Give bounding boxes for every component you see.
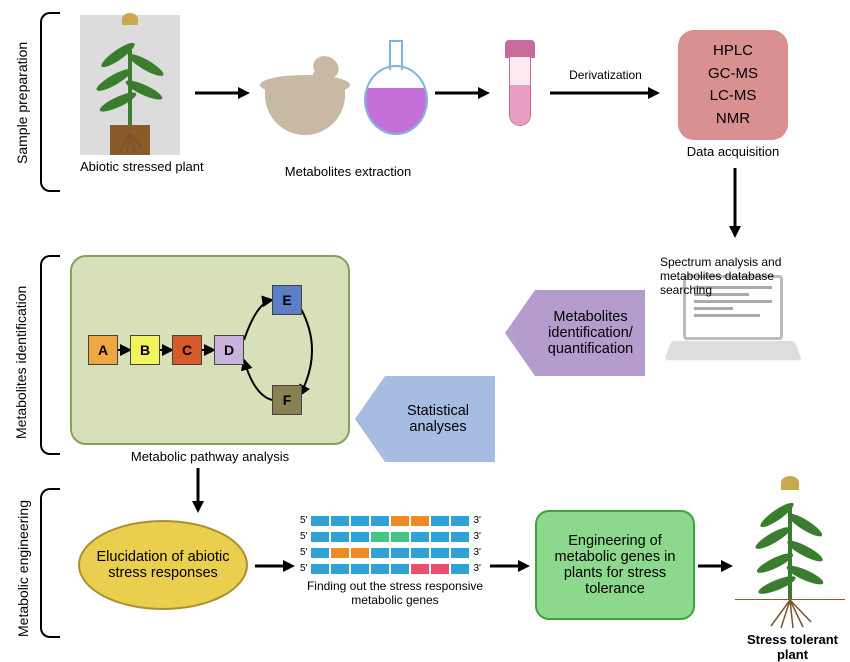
elucidation-ellipse: Elucidation of abiotic stress responses (78, 520, 248, 610)
strands-caption: Finding out the stress responsive metabo… (300, 579, 490, 607)
method-hplc: HPLC (713, 40, 753, 63)
pathway-box: ABCDE F (70, 255, 350, 445)
pathway-caption: Metabolic pathway analysis (70, 449, 350, 464)
pent-stats-label: Statistical analyses (355, 403, 505, 435)
analysis-stage: HPLC GC-MS LC-MS NMR Data acquisition (678, 30, 788, 159)
data-acq-caption: Data acquisition (678, 144, 788, 159)
bracket-r3 (40, 488, 60, 638)
pathway-node-B: B (130, 335, 160, 365)
engineering-box: Engineering of metabolic genes in plants… (535, 510, 695, 620)
pent-identify-label: Metabolites identification/ quantificati… (505, 309, 660, 357)
bracket-r1 (40, 12, 60, 192)
plant-caption: Abiotic stressed plant (80, 159, 204, 174)
pathway-node-C: C (172, 335, 202, 365)
method-nmr: NMR (716, 108, 750, 131)
row-label-metab-eng: Metabolic engineering (15, 487, 31, 637)
pathway-node-A: A (88, 335, 118, 365)
arrow-icon (190, 468, 206, 516)
analysis-methods-box: HPLC GC-MS LC-MS NMR (678, 30, 788, 140)
tube-icon (505, 40, 535, 140)
plant-stage: Abiotic stressed plant (80, 15, 204, 174)
method-gcms: GC-MS (708, 63, 758, 86)
laptop-caption: Spectrum analysis and metabolites databa… (660, 255, 810, 297)
pent-stats: Statistical analyses (355, 376, 505, 462)
arrow-icon (490, 558, 530, 577)
engbox-stage: Engineering of metabolic genes in plants… (535, 510, 695, 620)
gene-strand: 5'3' (300, 547, 490, 558)
gene-strand: 5'3' (300, 563, 490, 574)
pathway-node-E: E (272, 285, 302, 315)
strands-stage: 5'3' 5'3' 5'3' 5'3' Finding out the stress … (300, 510, 490, 607)
method-lcms: LC-MS (710, 85, 757, 108)
gene-strand: 5'3' (300, 531, 490, 542)
arrow-icon (255, 558, 295, 577)
tube-stage (505, 40, 535, 140)
result-caption: Stress tolerant plant (735, 632, 850, 662)
flask-icon (361, 40, 431, 135)
stressed-plant-icon (80, 15, 180, 155)
tolerant-plant-icon (735, 478, 845, 628)
engbox-label: Engineering of metabolic genes in plants… (545, 533, 685, 597)
row-label-metab-id: Metabolites identification (13, 269, 29, 439)
pathway-stage: ABCDE F Metabolic pathway analysis (70, 255, 350, 464)
arrow-icon (435, 85, 490, 104)
arrow-icon (727, 168, 743, 241)
pathway-node-F: F (272, 385, 302, 415)
pathway-node-D: D (214, 335, 244, 365)
ellipse-stage: Elucidation of abiotic stress responses (78, 520, 248, 610)
arrow-icon (550, 85, 660, 104)
ellipse-label: Elucidation of abiotic stress responses (86, 549, 240, 581)
gene-strands: 5'3' 5'3' 5'3' 5'3' (300, 515, 490, 574)
arrow-icon (195, 85, 250, 104)
arrow-icon (698, 558, 733, 577)
derivatization-label: Derivatization (558, 68, 653, 82)
row-label-sample-prep: Sample preparation (14, 44, 30, 164)
bracket-r2 (40, 255, 60, 455)
extraction-caption: Metabolites extraction (258, 164, 438, 179)
extraction-stage (255, 40, 431, 135)
gene-strand: 5'3' (300, 515, 490, 526)
result-plant-stage: Stress tolerant plant (735, 478, 850, 662)
mortar-icon (255, 55, 355, 135)
pent-identify: Metabolites identification/ quantificati… (505, 290, 660, 376)
